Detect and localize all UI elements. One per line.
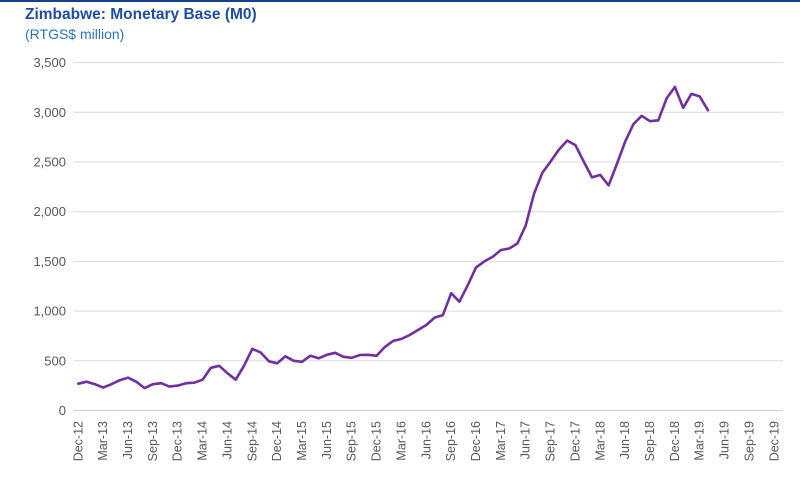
x-axis-tick-label: Sep-19 bbox=[742, 421, 756, 461]
x-axis-tick-label: Dec-14 bbox=[270, 421, 284, 461]
x-axis-tick-label: Jun-15 bbox=[320, 421, 334, 459]
y-axis-tick-label: 2,500 bbox=[33, 155, 66, 170]
x-axis-tick-label: Mar-14 bbox=[196, 421, 210, 461]
x-axis-tick-label: Dec-17 bbox=[568, 421, 582, 461]
x-axis-tick-label: Sep-15 bbox=[345, 421, 359, 461]
y-axis-tick-label: 0 bbox=[59, 403, 66, 418]
x-axis-tick-label: Sep-18 bbox=[643, 421, 657, 461]
chart-header: Zimbabwe: Monetary Base (M0) (RTGS$ mill… bbox=[25, 5, 257, 44]
chart-subtitle: (RTGS$ million) bbox=[25, 26, 125, 43]
x-axis-tick-label: Jun-17 bbox=[519, 421, 533, 459]
x-axis-tick-label: Dec-13 bbox=[171, 421, 185, 461]
m0-series-line bbox=[77, 85, 710, 390]
x-axis-labels: Dec-12 Mar-13 Jun-13 Sep-13 Dec-13 Mar-14 Jun-… bbox=[71, 421, 781, 461]
x-axis-tick-label: Mar-17 bbox=[494, 421, 508, 461]
x-axis-tick-label: Jun-18 bbox=[618, 421, 632, 459]
y-axis-tick-label: 3,500 bbox=[33, 55, 66, 70]
y-axis-tick-label: 2,000 bbox=[33, 204, 66, 219]
x-axis-tick-label: Jun-16 bbox=[419, 421, 433, 459]
x-axis-tick-label: Sep-14 bbox=[245, 421, 259, 461]
x-axis-tick-label: Mar-18 bbox=[593, 421, 607, 461]
x-axis-tick-label: Mar-19 bbox=[693, 421, 707, 461]
x-axis-tick-label: Mar-15 bbox=[295, 421, 309, 461]
y-axis-tick-label: 1,500 bbox=[33, 254, 66, 269]
x-axis-tick-label: Mar-16 bbox=[394, 421, 408, 461]
x-axis-tick-label: Dec-18 bbox=[668, 421, 682, 461]
x-axis-tick-label: Jun-14 bbox=[220, 421, 234, 459]
x-axis-tick-label: Dec-15 bbox=[370, 421, 384, 461]
y-axis-labels: 0 500 1,000 1,500 2,000 2,500 3,000 3,500 bbox=[33, 55, 66, 418]
x-axis-tick-label: Jun-13 bbox=[121, 421, 135, 459]
gridlines bbox=[73, 62, 783, 411]
x-axis-tick-label: Sep-13 bbox=[146, 421, 160, 461]
y-axis-tick-label: 500 bbox=[44, 353, 66, 368]
chart-title: Zimbabwe: Monetary Base (M0) bbox=[25, 6, 257, 23]
y-axis-tick-label: 3,000 bbox=[33, 105, 66, 120]
x-axis-tick-label: Mar-13 bbox=[96, 421, 110, 461]
x-axis-tick-label: Jun-19 bbox=[718, 421, 732, 459]
x-axis-tick-label: Sep-16 bbox=[444, 421, 458, 461]
x-axis-tick-label: Dec-12 bbox=[71, 421, 85, 461]
x-axis-tick-label: Dec-19 bbox=[767, 421, 781, 461]
x-axis-tick-label: Sep-17 bbox=[544, 421, 558, 461]
top-border bbox=[0, 0, 800, 2]
y-axis-tick-label: 1,000 bbox=[33, 304, 66, 319]
x-axis-tick-label: Dec-16 bbox=[469, 421, 483, 461]
